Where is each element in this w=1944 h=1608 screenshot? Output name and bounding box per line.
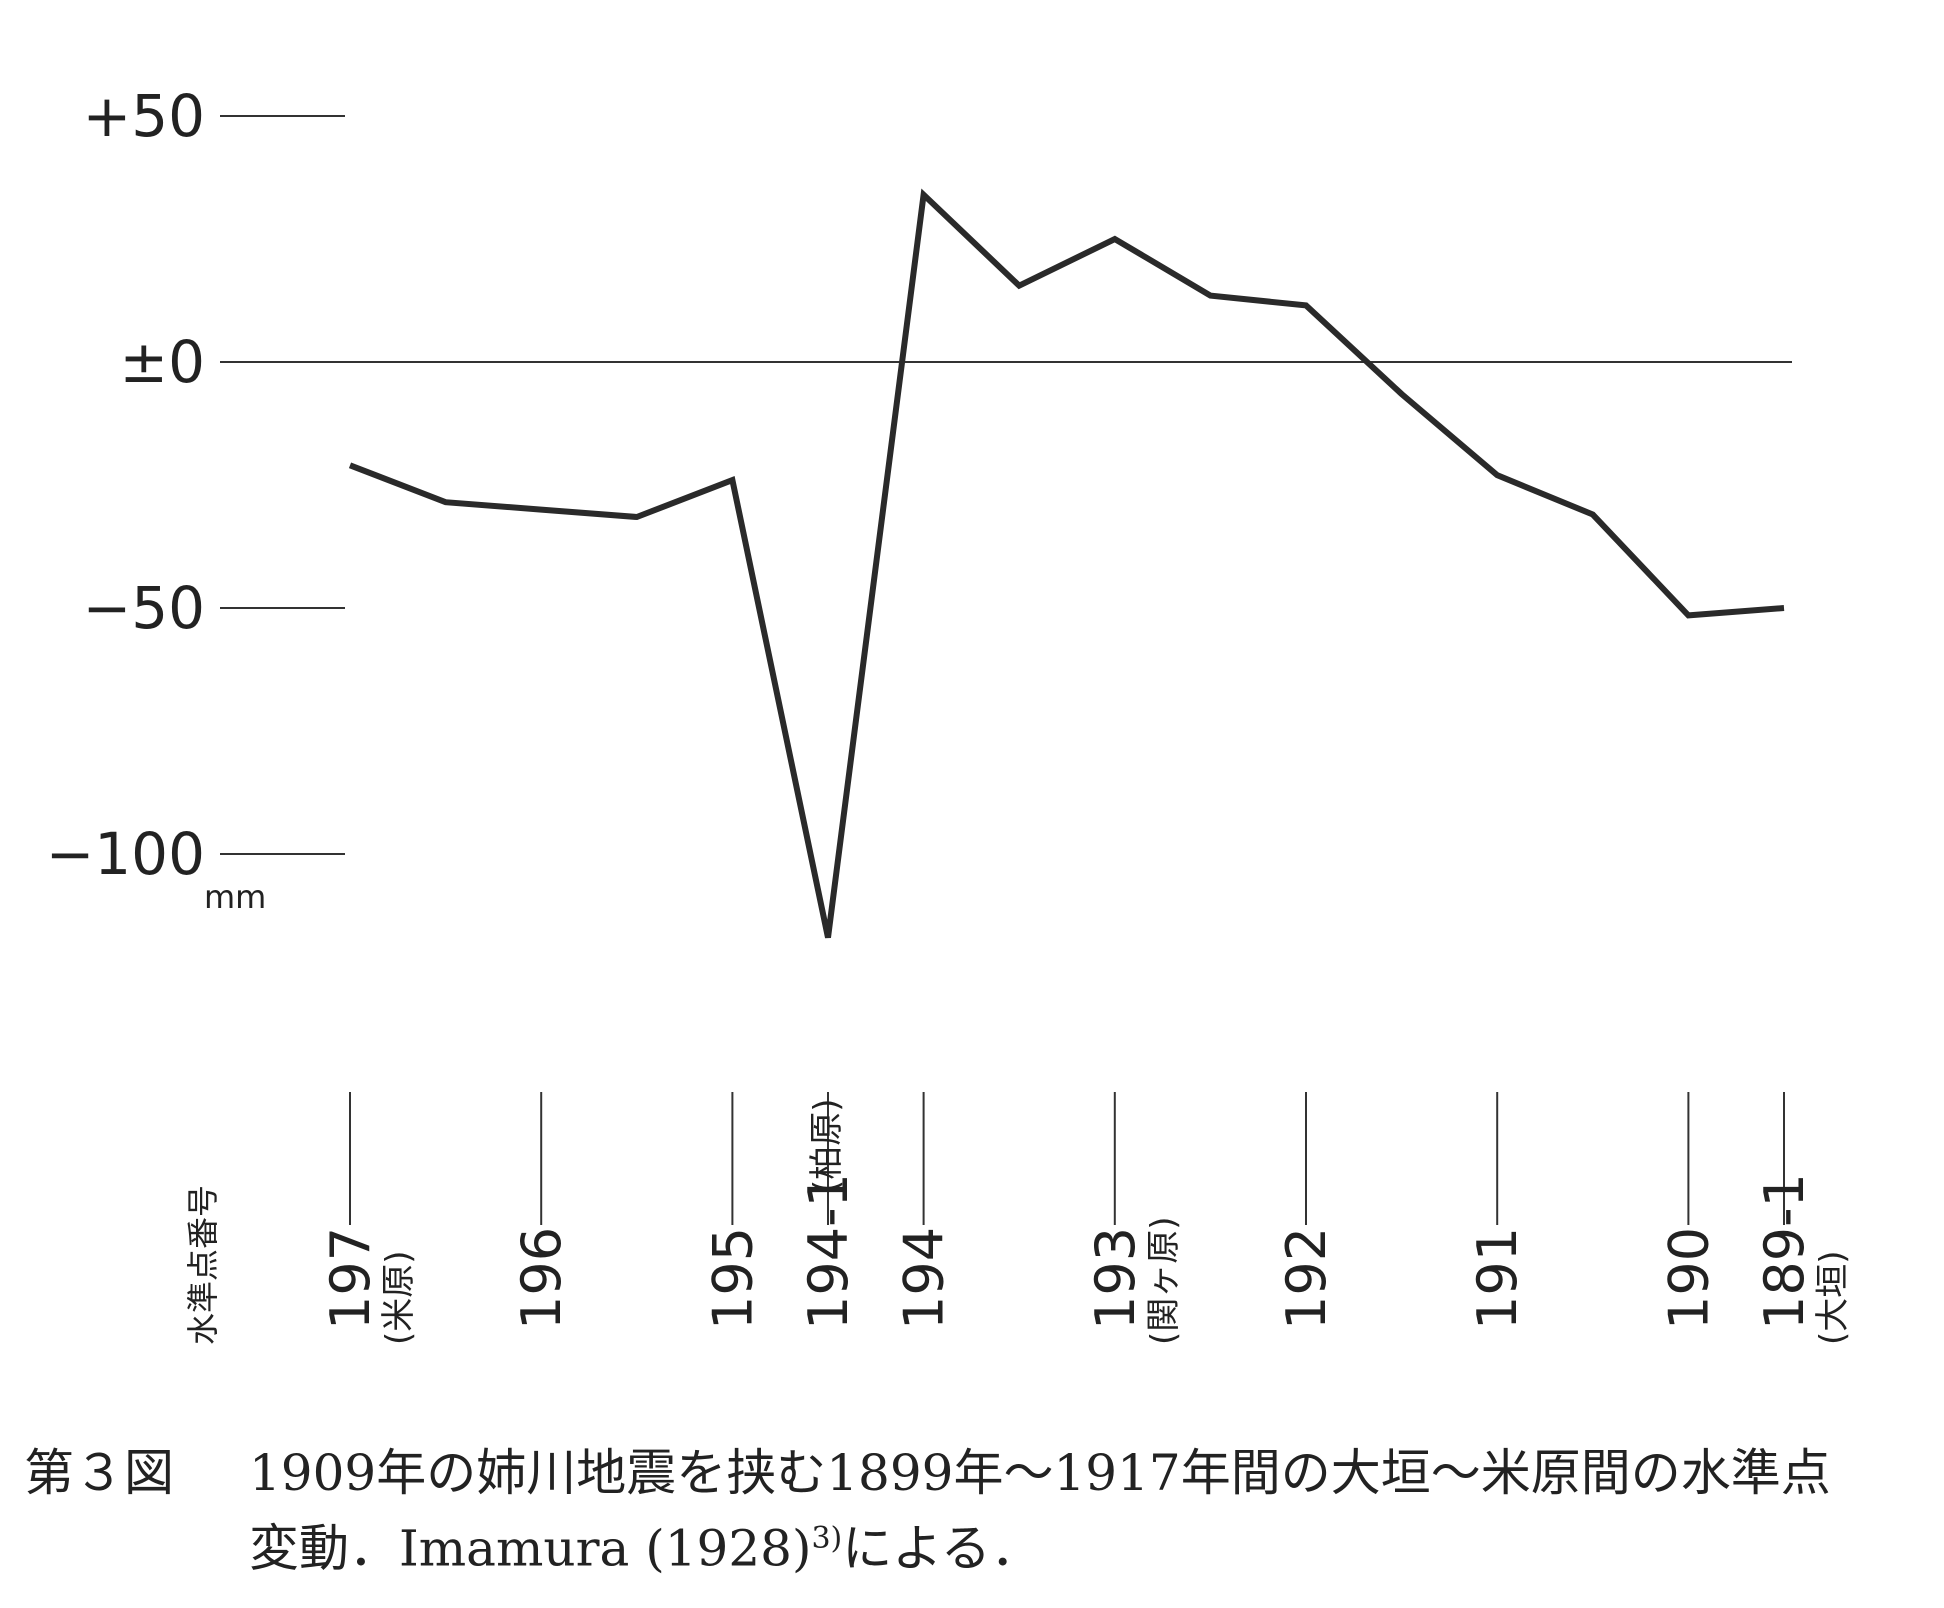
benchmark-label: 194-1: [797, 1173, 860, 1330]
benchmark-label: 196: [510, 1227, 573, 1330]
benchmark-label: 195: [701, 1227, 764, 1330]
y-tick-label: +50: [83, 82, 205, 150]
x-axis-title-text: 水準点番号: [184, 1185, 222, 1345]
y-tick-label: ±0: [120, 328, 206, 396]
place-label: (大垣): [1813, 1250, 1853, 1345]
y-tick-label: −100: [46, 820, 205, 888]
caption-tail: による．: [842, 1519, 1041, 1578]
figure-number: 第３図: [24, 1444, 174, 1502]
series-line: [348, 188, 1785, 939]
benchmark-label: 197: [319, 1227, 382, 1330]
y-tick-label: −50: [83, 574, 205, 642]
place-label: (関ヶ原): [1144, 1216, 1184, 1345]
x-axis-title: 水準点番号: [184, 1185, 222, 1345]
benchmark-label: 190: [1657, 1227, 1720, 1330]
y-axis: +50 ±0 −50 −100: [46, 82, 345, 888]
benchmark-label: 189-1: [1753, 1173, 1816, 1330]
citation-marker: 3): [811, 1521, 843, 1556]
figure-caption: 第３図 1909年の姉川地震を挟む1899年～1917年間の大垣～米原間の水準点変…: [24, 1440, 1924, 1582]
caption-text: 1909年の姉川地震を挟む1899年～1917年間の大垣～米原間の水準点変動．I…: [249, 1440, 1869, 1582]
x-axis: 197(米原) 196 195 194-1(柏原) 194 193(関ヶ原) 192 191 1…: [319, 1092, 1853, 1345]
benchmark-label: 192: [1275, 1227, 1338, 1330]
caption-main: 1909年の姉川地震を挟む1899年～1917年間の大垣～米原間の水準点変動．I…: [249, 1444, 1831, 1578]
y-unit-label: mm: [204, 878, 266, 916]
benchmark-label: 194: [893, 1227, 956, 1330]
place-label: (米原): [379, 1250, 419, 1345]
place-label: (柏原): [807, 1098, 847, 1193]
benchmark-label: 193: [1084, 1227, 1147, 1330]
benchmark-label: 191: [1466, 1227, 1529, 1330]
